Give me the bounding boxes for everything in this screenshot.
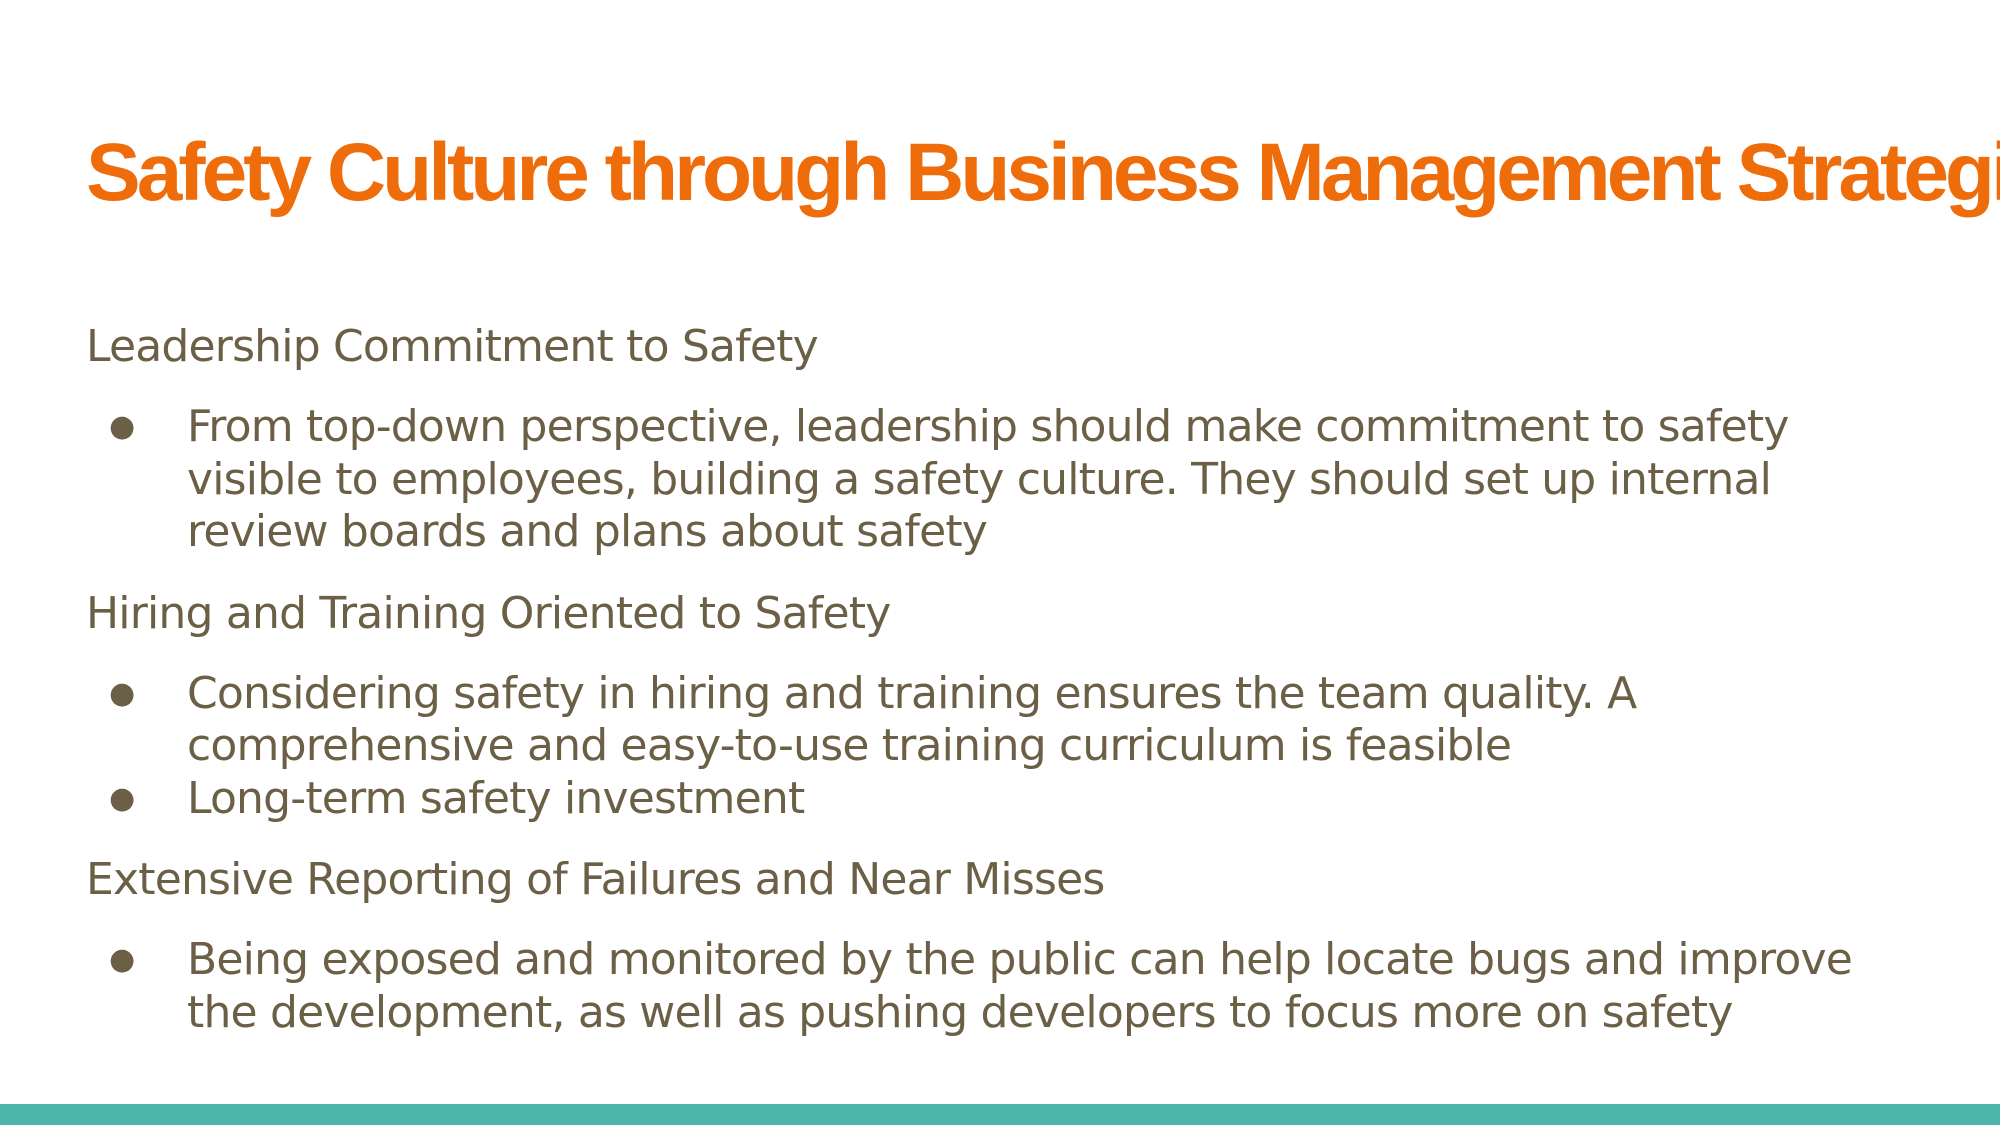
bullet-item: ● From top-down perspective, leadership … [86, 401, 1926, 559]
section-heading: Extensive Reporting of Failures and Near… [86, 854, 1105, 905]
bullet-text-line: Long-term safety investment [187, 772, 805, 824]
bullet-text-line: comprehensive and easy-to-use training c… [187, 720, 1512, 771]
slide-title: Safety Culture through Business Manageme… [86, 127, 2000, 218]
bullet-item: ● Being exposed and monitored by the pub… [86, 934, 1926, 1039]
section-heading: Leadership Commitment to Safety [86, 321, 819, 372]
bullet-item: ● Considering safety in hiring and train… [86, 668, 1926, 773]
bullet-list: ● From top-down perspective, leadership … [86, 401, 1926, 559]
bullet-text-line: the development, as well as pushing deve… [187, 986, 1733, 1038]
bullet-item: ● Long-term safety investment [86, 773, 1926, 826]
bullet-text-line: visible to employees, building a safety … [187, 453, 1772, 505]
section-leadership: Leadership Commitment to Safety ● From t… [86, 318, 1926, 559]
footer-accent-bar [0, 1104, 2000, 1125]
section-reporting: Extensive Reporting of Failures and Near… [86, 851, 1926, 1039]
bullet-list: ● Being exposed and monitored by the pub… [86, 934, 1926, 1039]
bullet-dot-icon: ● [109, 409, 135, 444]
bullet-text-line: Being exposed and monitored by the publi… [187, 934, 1853, 985]
bullet-text-line: Considering safety in hiring and trainin… [187, 667, 1637, 719]
slide-content: Leadership Commitment to Safety ● From t… [86, 318, 1926, 1039]
bullet-text-line: From top-down perspective, leadership sh… [187, 401, 1789, 452]
bullet-dot-icon: ● [109, 780, 135, 816]
bullet-dot-icon: ● [109, 942, 135, 977]
bullet-text-line: review boards and plans about safety [187, 506, 988, 557]
section-heading: Hiring and Training Oriented to Safety [86, 587, 891, 639]
bullet-dot-icon: ● [109, 675, 135, 711]
bullet-list: ● Considering safety in hiring and train… [86, 668, 1926, 826]
section-hiring-training: Hiring and Training Oriented to Safety ●… [86, 585, 1926, 826]
